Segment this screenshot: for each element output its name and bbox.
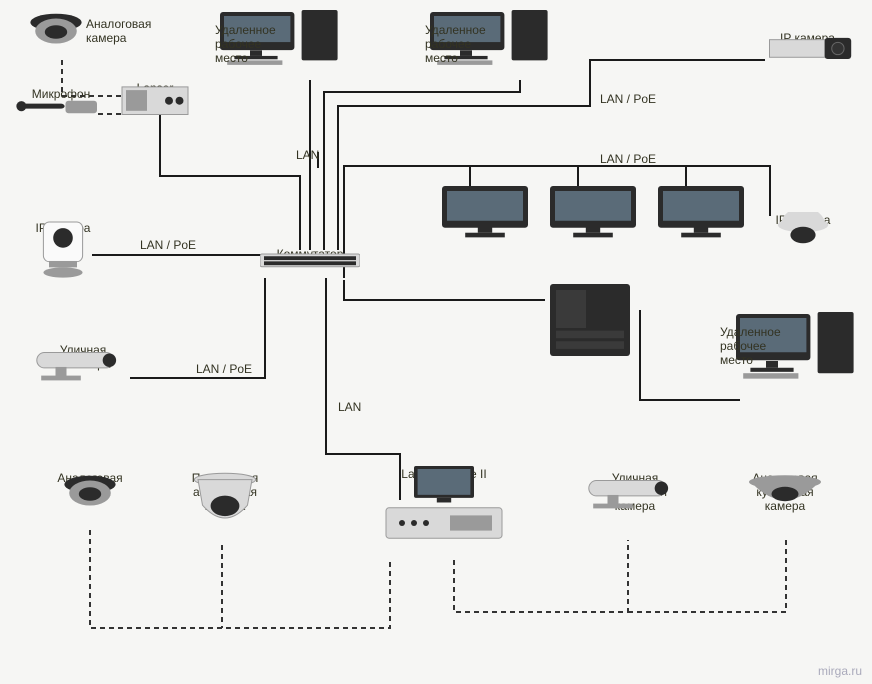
edge-label: LAN / PoE	[600, 152, 656, 166]
edge-label: LAN / PoE	[600, 92, 656, 106]
dashed-connection	[454, 540, 628, 612]
solid-connection	[640, 310, 740, 400]
solid-connection	[344, 166, 578, 188]
solid-connection	[344, 166, 470, 188]
diagram-stage: Аналоговая камераМикрофонLanser 1RealУда…	[0, 0, 872, 684]
edge-label: LAN	[296, 148, 319, 162]
edge-label: LAN / PoE	[140, 238, 196, 252]
edge-label: LAN	[338, 400, 361, 414]
dashed-connection	[628, 540, 786, 612]
solid-connection	[338, 60, 765, 250]
solid-connection	[344, 166, 686, 188]
dashed-connection	[62, 60, 122, 96]
connections-layer	[0, 0, 872, 684]
solid-connection	[160, 98, 300, 250]
solid-connection	[344, 166, 770, 278]
solid-connection	[326, 278, 400, 500]
dashed-connection	[90, 530, 390, 628]
edge-label: LAN / PoE	[196, 362, 252, 376]
solid-connection	[344, 280, 545, 300]
watermark: mirga.ru	[818, 664, 862, 678]
